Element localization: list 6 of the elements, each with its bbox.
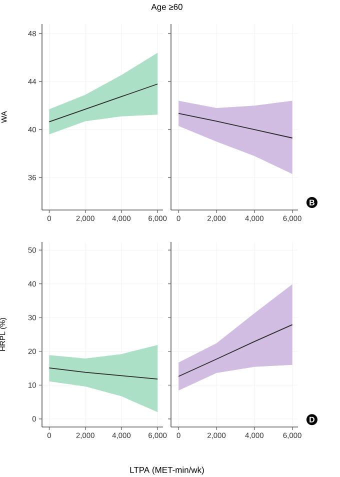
line-series — [48, 84, 158, 122]
line-series — [48, 367, 158, 380]
x-axis-title: LTPA (MET-min/wk) — [130, 466, 204, 475]
text: B — [310, 200, 314, 206]
chart-title: Age ≥60 — [151, 4, 182, 12]
text: D — [310, 416, 315, 422]
